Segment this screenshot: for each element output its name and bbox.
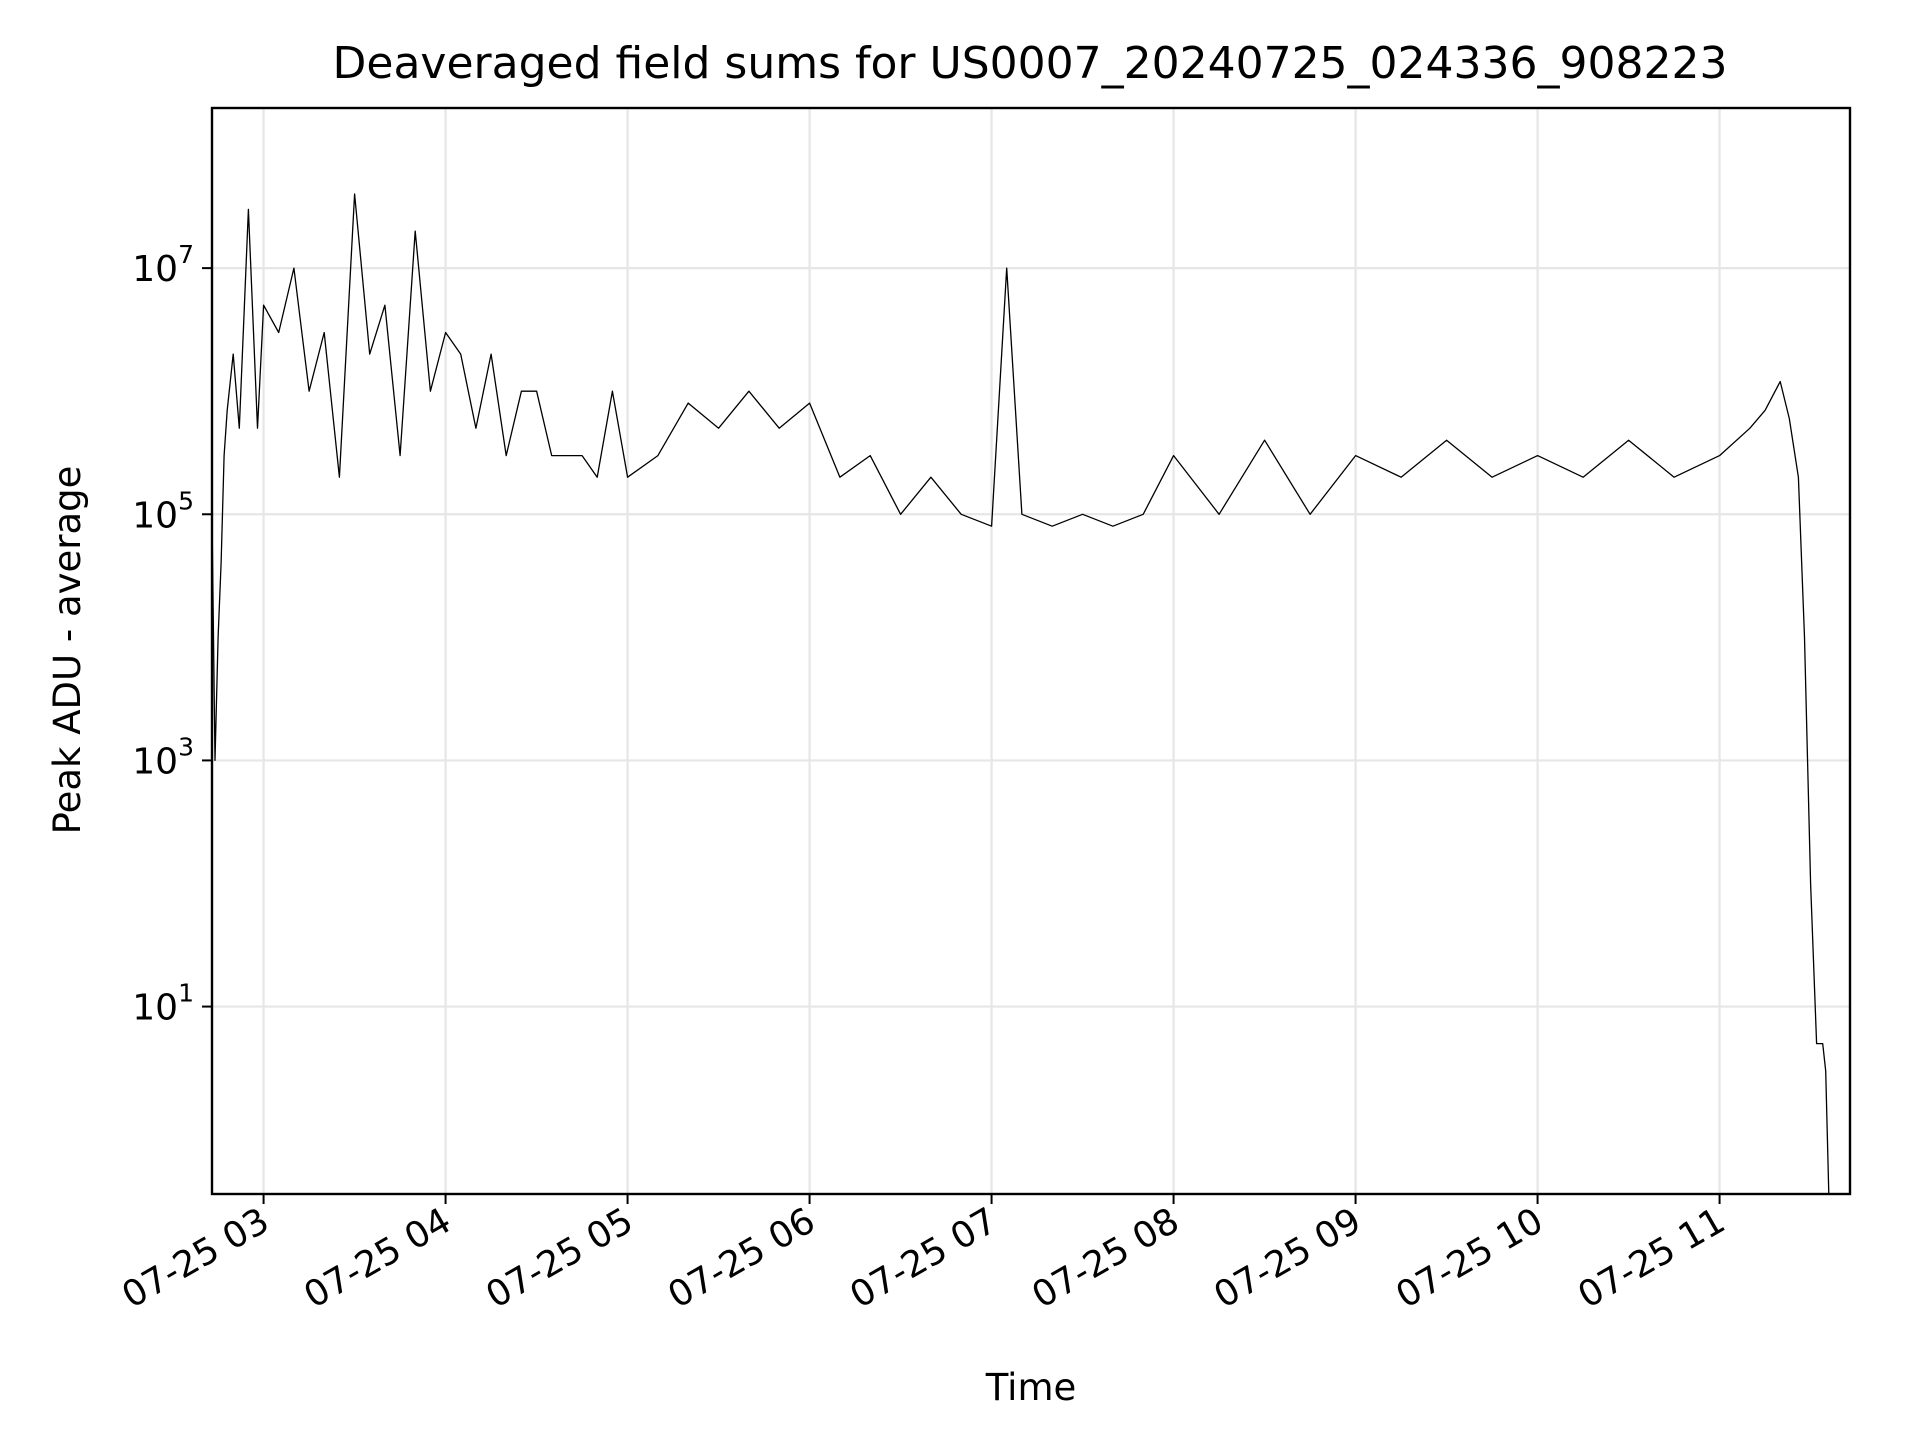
- y-tick-label: 101: [132, 979, 194, 1029]
- x-tick-label: 07-25 09: [1207, 1200, 1368, 1316]
- x-axis-label: Time: [985, 1366, 1077, 1409]
- y-tick-label: 105: [132, 486, 194, 536]
- x-axis: 07-25 03 07-25 04 07-25 05 07-25 06 07-25 07…: [115, 1194, 1732, 1317]
- series-line: [211, 193, 1830, 1195]
- x-tick-label: 07-25 03: [115, 1200, 276, 1316]
- plot-frame: [210, 106, 1852, 1196]
- grid: [212, 108, 1850, 1194]
- x-tick-label: 07-25 08: [1025, 1200, 1186, 1316]
- x-tick-label: 07-25 07: [843, 1200, 1004, 1316]
- x-tick-label: 07-25 10: [1389, 1200, 1550, 1316]
- y-tick-label: 103: [132, 732, 194, 782]
- x-tick-label: 07-25 04: [297, 1200, 458, 1316]
- x-tick-label: 07-25 05: [479, 1200, 640, 1316]
- y-tick-label: 107: [132, 240, 194, 290]
- x-tick-label: 07-25 11: [1571, 1200, 1732, 1316]
- y-axis: 101 103 105 107: [132, 240, 212, 1029]
- y-axis-label: Peak ADU - average: [46, 466, 89, 835]
- chart-title: Deaveraged field sums for US0007_2024072…: [333, 38, 1728, 89]
- x-tick-label: 07-25 06: [661, 1200, 822, 1316]
